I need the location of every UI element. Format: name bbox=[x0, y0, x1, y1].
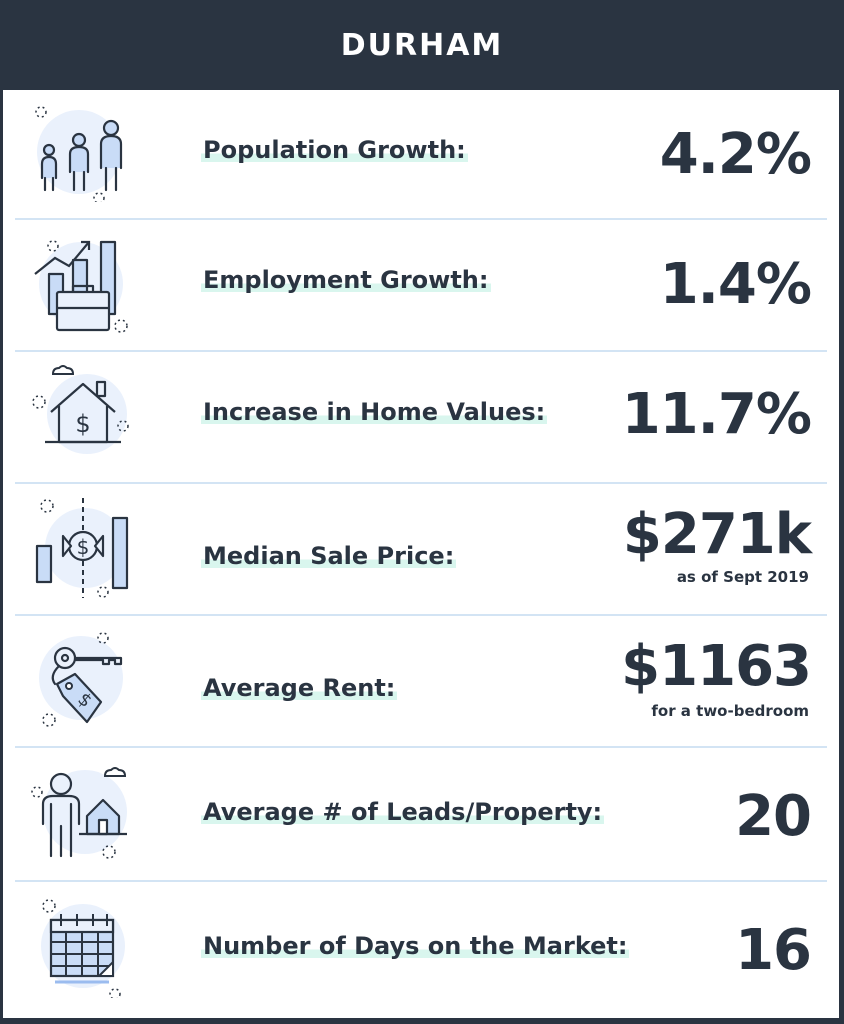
stat-note: as of Sept 2019 bbox=[676, 568, 809, 586]
stat-value: 4.2% bbox=[659, 122, 812, 187]
stat-value: 16 bbox=[735, 918, 812, 983]
stat-label: Population Growth: bbox=[201, 136, 468, 164]
person-house-icon bbox=[29, 764, 129, 864]
stat-label: Increase in Home Values: bbox=[201, 398, 548, 426]
stats-panel: Population Growth: 4.2% bbox=[3, 90, 839, 1018]
stat-value: 1.4% bbox=[659, 252, 812, 317]
calendar-icon bbox=[29, 898, 129, 1000]
briefcase-growth-icon bbox=[29, 234, 129, 334]
stat-row-leads: Average # of Leads/Property: 20 bbox=[15, 748, 827, 882]
key-tag-icon: $ bbox=[29, 630, 129, 730]
stat-label: Number of Days on the Market: bbox=[201, 932, 630, 960]
stat-row-employment: Employment Growth: 1.4% bbox=[15, 220, 827, 352]
stat-note: for a two-bedroom bbox=[651, 702, 809, 720]
stat-label: Average Rent: bbox=[201, 674, 398, 702]
stat-row-days-on-market: Number of Days on the Market: 16 bbox=[15, 882, 827, 1018]
stat-value: 11.7% bbox=[621, 382, 812, 447]
stat-row-average-rent: $ Average Rent: $1163 for a two-bedroom bbox=[15, 616, 827, 748]
stat-label: Median Sale Price: bbox=[201, 542, 457, 570]
stat-value: $1163 bbox=[621, 634, 812, 699]
stat-row-home-values: $ Increase in Home Values: 11.7% bbox=[15, 352, 827, 484]
svg-text:$: $ bbox=[75, 410, 90, 438]
stat-row-median-price: $ Median Sale Price: $271k as of Sept 20… bbox=[15, 484, 827, 616]
svg-text:$: $ bbox=[77, 535, 90, 559]
stat-row-population: Population Growth: 4.2% bbox=[15, 90, 827, 220]
stat-value: $271k bbox=[622, 502, 812, 567]
stat-label: Employment Growth: bbox=[201, 266, 491, 294]
house-dollar-icon: $ bbox=[29, 364, 129, 464]
stat-label: Average # of Leads/Property: bbox=[201, 798, 605, 826]
price-chart-icon: $ bbox=[29, 498, 129, 598]
family-icon bbox=[29, 102, 129, 204]
page-title: DURHAM bbox=[340, 27, 504, 63]
stat-value: 20 bbox=[735, 784, 812, 849]
